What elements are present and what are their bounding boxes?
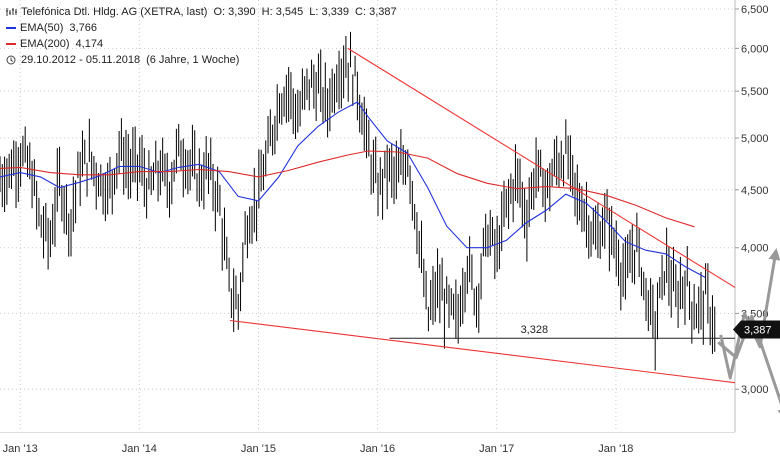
ema200-value: 4,174 bbox=[75, 38, 104, 50]
ema50-label: EMA(50) bbox=[20, 22, 64, 34]
ohlc-close-value: 3,387 bbox=[369, 6, 397, 18]
ema200-line bbox=[0, 150, 695, 228]
period-label: (6 Jahre, 1 Woche) bbox=[146, 54, 240, 66]
bar-chart-icon bbox=[6, 7, 18, 17]
ohlc-close-label: C: bbox=[355, 6, 367, 18]
ema50-value: 3,766 bbox=[69, 22, 97, 34]
ohlc-low: L: 3,339 bbox=[309, 4, 349, 20]
ema200-swatch bbox=[6, 43, 16, 45]
x-tick-label: Jan '16 bbox=[360, 443, 395, 455]
ohlc-high-label: H: bbox=[261, 6, 273, 18]
x-tick-label: Jan '17 bbox=[479, 443, 514, 455]
y-tick-label: 6,000 bbox=[741, 43, 769, 55]
ema200-label: EMA(200) bbox=[20, 38, 70, 50]
ohlc-open-value: 3,390 bbox=[228, 6, 256, 18]
y-tick-label: 6,500 bbox=[741, 4, 769, 16]
ema50-line bbox=[0, 101, 706, 278]
trend-line bbox=[347, 47, 736, 288]
date-range: 29.10.2012 - 05.11.2018 bbox=[21, 54, 141, 66]
x-tick-label: Jan '15 bbox=[241, 443, 276, 455]
ohlc-close: C: 3,387 bbox=[355, 4, 397, 20]
ema50-swatch bbox=[6, 27, 16, 29]
projection-arrow bbox=[719, 247, 780, 380]
chart-legend: Telefónica Dtl. Hldg. AG (XETRA, last) O… bbox=[6, 4, 397, 68]
price-series bbox=[0, 31, 716, 371]
y-tick-label: 4,500 bbox=[741, 185, 769, 197]
instrument-title: Telefónica Dtl. Hldg. AG (XETRA, last) bbox=[21, 6, 208, 18]
y-tick-label: 4,000 bbox=[741, 243, 769, 255]
y-tick-label: 5,000 bbox=[741, 133, 769, 145]
ohlc-open-label: O: bbox=[213, 6, 226, 18]
support-level-label: 3,328 bbox=[521, 324, 549, 336]
ohlc-high-value: 3,545 bbox=[275, 6, 304, 18]
plot-area bbox=[0, 31, 716, 371]
last-value-badge bbox=[733, 320, 780, 339]
y-tick-label: 3,000 bbox=[741, 384, 769, 396]
legend-ema50-row: EMA(50) 3,766 bbox=[6, 20, 397, 36]
y-tick-label: 5,500 bbox=[741, 86, 769, 98]
ohlc-open: O: 3,390 bbox=[213, 4, 255, 20]
clock-icon bbox=[6, 55, 18, 65]
last-value-label: 3,387 bbox=[744, 325, 772, 337]
grid bbox=[0, 0, 735, 432]
ohlc-low-label: L: bbox=[309, 6, 319, 18]
legend-title-row: Telefónica Dtl. Hldg. AG (XETRA, last) O… bbox=[6, 4, 397, 20]
x-tick-label: Jan '18 bbox=[598, 443, 633, 455]
ohlc-high: H: 3,545 bbox=[262, 4, 304, 20]
legend-period-row: 29.10.2012 - 05.11.2018 (6 Jahre, 1 Woch… bbox=[6, 52, 397, 68]
legend-ema200-row: EMA(200) 4,174 bbox=[6, 36, 397, 52]
ohlc-low-value: 3,339 bbox=[321, 6, 350, 18]
annotations: 3,328 3,387 bbox=[229, 47, 780, 421]
x-tick-label: Jan '14 bbox=[122, 443, 157, 455]
axes: 3,0003,5004,0004,5005,0005,5006,0006,500… bbox=[0, 0, 769, 455]
x-tick-label: Jan '13 bbox=[3, 443, 38, 455]
trend-line bbox=[229, 319, 736, 384]
